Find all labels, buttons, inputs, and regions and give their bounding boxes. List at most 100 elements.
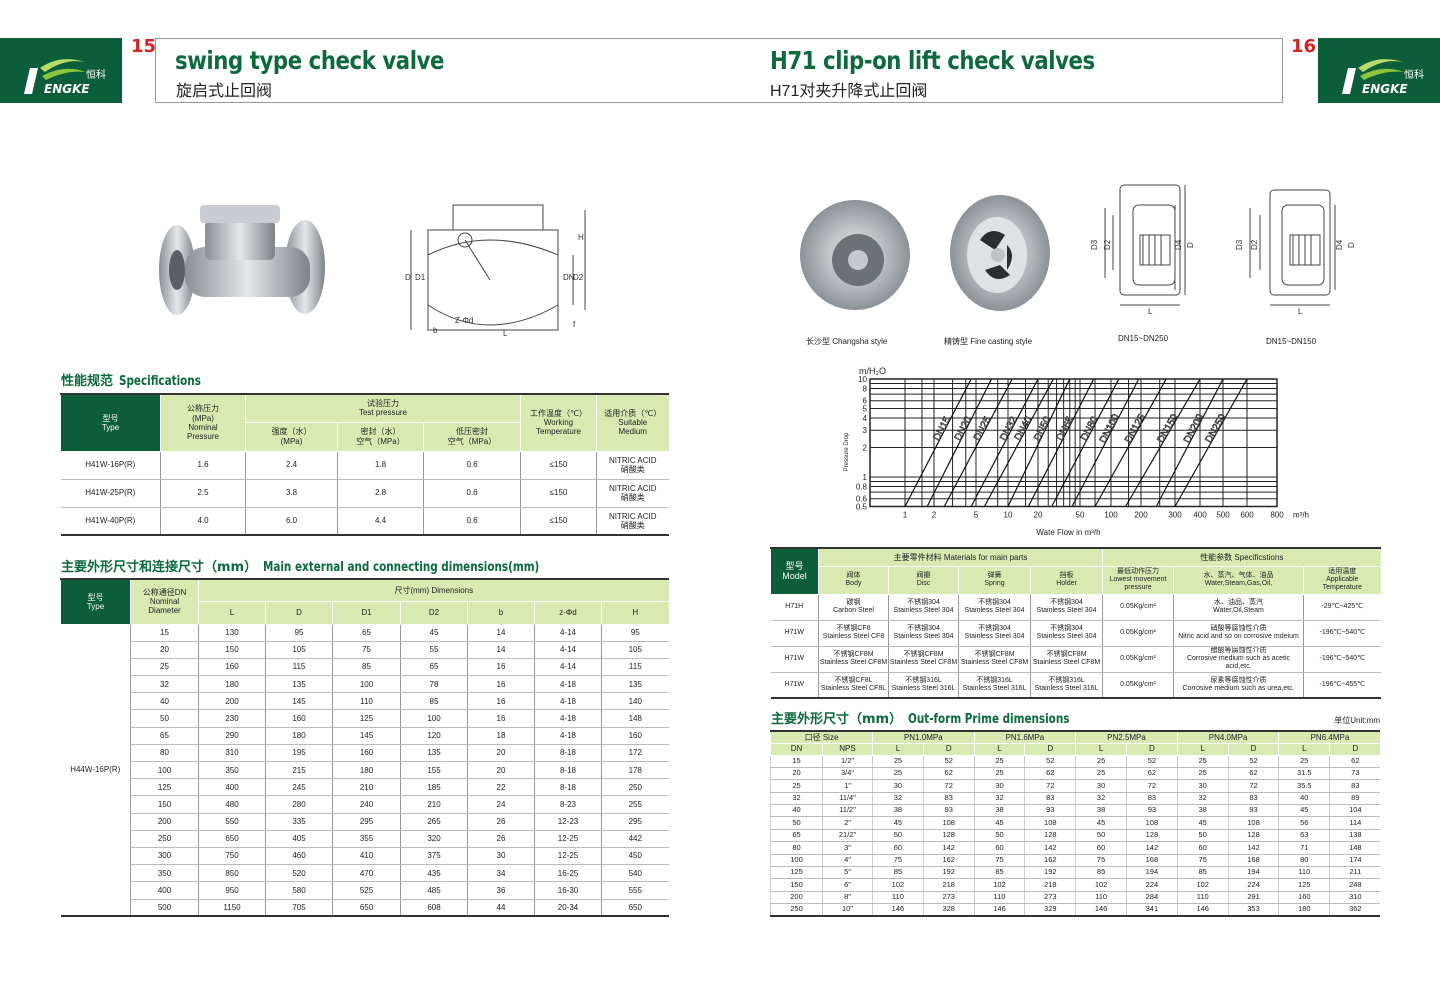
table-cell: 4" [821,854,873,868]
table-cell: 12-25 [534,847,602,866]
table-cell: 6" [821,878,873,892]
table-cell: 110 [1176,891,1229,905]
table-row: H71W 不锈钢CF8M Stainless Steel CF8M 不锈钢CF8M … [770,646,1381,673]
table-cell: 135 [265,675,333,694]
table-cell: ≤150 [520,451,597,480]
header-model: 型号 Model [770,548,819,595]
outform-heading-cn: 主要外形尺寸（mm） [771,712,903,727]
header-col: D2 [400,601,468,625]
drawing-label-d3: D3 [1090,239,1099,250]
table-cell: 138 [1329,829,1381,843]
series-line-dn80 [1051,378,1120,507]
table-cell: 不锈钢304 Stainless Steel 304 [958,620,1031,647]
table-cell: 不锈钢304 Stainless Steel 304 [958,594,1031,621]
table-cell: 38 [872,804,924,818]
table-cell: 60 [1075,841,1127,855]
page-title-left: swing type check valve [175,46,444,75]
table-row: 32 11/4" 32 83 32 83 32 83 32 83 40 89 [770,792,1381,806]
table-row: 65 290 180 145 120 18 4-18 160 [61,727,669,745]
table-cell: 250 [130,830,199,848]
table-cell: 435 [400,864,468,883]
table-row: 80 310 195 160 135 20 8-18 172 [61,744,669,763]
table-row: 40 200 145 110 85 16 4-18 140 [61,692,669,711]
table-cell: 162 [922,854,975,868]
table-cell: 525 [332,881,401,900]
y-tick-label: 3 [863,426,868,435]
table-cell: 15 [130,624,199,642]
table-cell: 145 [265,692,333,711]
table-cell: 142 [1126,841,1178,855]
x-tick-label: 50 [1076,511,1085,520]
header-col: 阀瓣 Disc [888,566,959,595]
spec-table: 型号 Type 公称压力 (MPa) Nominal Pressure 试验压力 T… [60,393,669,536]
table-cell: 148 [1329,841,1381,855]
table-cell: 25 [872,767,924,781]
table-cell: 0.05Kg/cm² [1102,672,1174,699]
series-label-dn20: DN20 [953,415,975,443]
table-cell: 30 [1075,779,1127,793]
table-cell: 218 [1024,878,1076,892]
table-row: 150 480 280 240 210 24 8-23 255 [61,795,669,814]
table-cell: 78 [400,675,468,694]
table-cell: 93 [1227,804,1279,818]
table-cell: 470 [332,864,401,883]
table-cell: 145 [332,727,401,745]
table-cell: ≤150 [520,507,597,536]
table-cell: 0.6 [423,451,521,480]
y-tick-label: 10 [858,375,867,384]
table-cell: 4-18 [534,675,602,694]
table-cell: 26 [467,813,535,831]
table-cell: 不锈钢316L Stainless Steel 316L [958,672,1031,699]
table-cell: 不锈钢CF8 Stainless Steel CF8 [818,620,889,647]
header-pn: PN1.0MPa [872,731,975,744]
table-cell: 20 [467,761,535,780]
table-cell: -29℃~425℃ [1302,594,1381,621]
table-cell: 160 [1278,891,1330,905]
outform-heading: 主要外形尺寸（mm） Out-form Prime dimensions [771,708,1110,727]
table-cell: 22 [467,778,535,797]
header-frame [155,38,1283,103]
table-cell: 水、油品、蒸汽 Water,Oil,Steam [1173,594,1304,621]
series-line-dn100 [1071,378,1140,507]
svg-text:ENGKE: ENGKE [1362,82,1408,96]
svg-text:ENGKE: ENGKE [44,82,90,96]
table-cell: 52 [1227,755,1279,768]
table-cell: 650 [600,899,669,917]
table-cell: 405 [265,830,333,848]
table-cell: 40 [130,692,199,711]
table-cell: 128 [1126,829,1178,843]
table-cell: 135 [400,744,468,763]
table-cell: 16 [467,675,535,694]
page-title-right: H71 clip-on lift check valves [770,46,1095,75]
table-cell: 114 [1329,816,1381,830]
table-cell: 32 [130,675,199,694]
table-cell: 180 [265,727,333,745]
table-cell: 83 [922,792,975,806]
header-test-pressure: 试验压力 Test pressure [245,394,521,423]
caption-fine-casting: 精铸型 Fine casting style [944,337,1033,346]
table-cell: H71W [770,646,819,673]
table-cell: 310 [1329,891,1381,905]
spec-heading: 性能规范 Specifications [61,370,221,389]
spec-heading-cn: 性能规范 [61,374,114,389]
table-cell: 4-18 [534,692,602,711]
table-row: 50 230 160 125 100 16 4-18 148 [61,709,669,728]
table-cell: 31.5 [1278,767,1330,781]
table-cell: 0.6 [423,479,521,508]
table-cell: H71H [770,594,819,621]
table-cell: 8-18 [534,761,602,780]
table-cell: 10" [821,903,873,917]
caption-dn15-dn250: DN15~DN250 [1118,334,1169,343]
table-cell: 25 [770,779,823,793]
header-dimensions: 尺寸(mm) Dimensions [197,579,669,602]
table-row: H71W 不锈钢CF8 Stainless Steel CF8 不锈钢304 Sta… [770,620,1381,647]
table-row: 50 2" 45 108 45 108 45 108 45 108 56 114 [770,816,1381,830]
table-cell: 20-34 [534,899,602,917]
table-cell: 240 [332,795,401,814]
table-cell: 25 [130,658,199,677]
x-tick-label: 400 [1193,511,1207,520]
materials-spec-table: 型号 Model 主要零件材料 Materials for main parts 性… [770,547,1381,699]
table-cell: 16-25 [534,864,602,883]
table-cell: 102 [1075,878,1127,892]
dimensions-table: 型号 Type 公称通径DN Nominal Diameter 尺寸(mm) Dim… [60,578,669,918]
